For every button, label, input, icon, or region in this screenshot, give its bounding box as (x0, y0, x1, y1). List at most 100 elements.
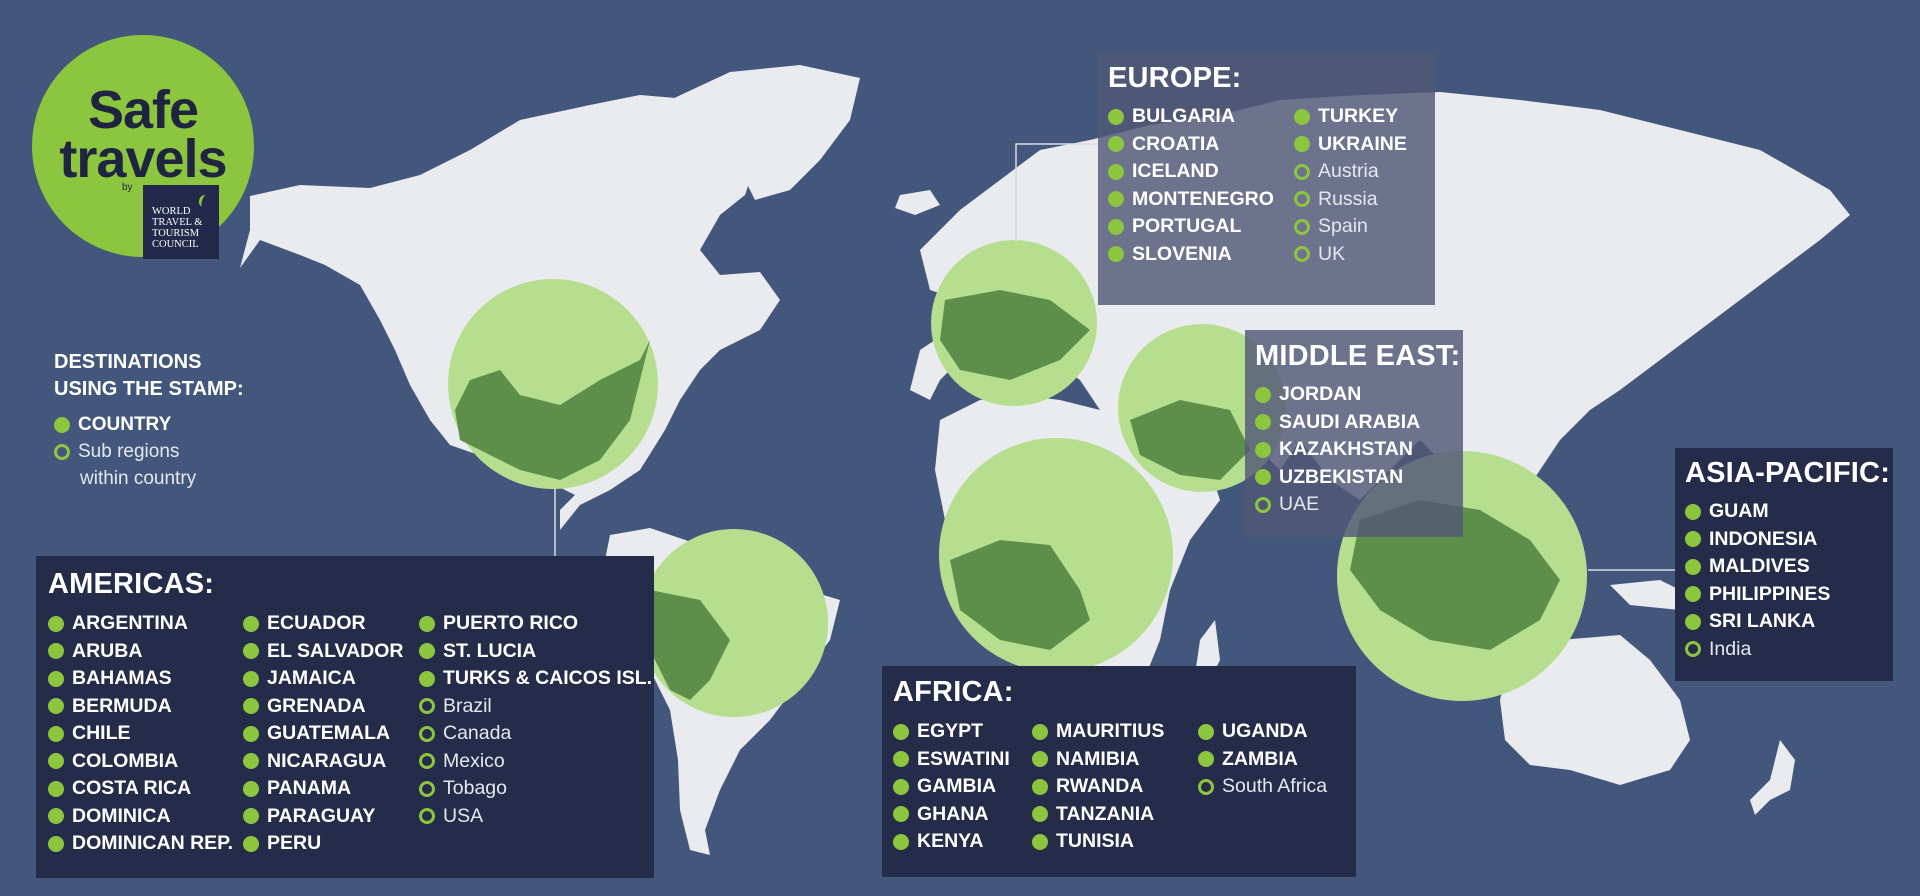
destination-label: ICELAND (1132, 160, 1219, 183)
subregion-item: Austria (1294, 158, 1407, 186)
panel-columns: JORDAN SAUDI ARABIA KAZAKHSTAN UZBEKISTAN UA… (1255, 381, 1463, 519)
country-item: GUATEMALA (243, 720, 419, 748)
filled-dot-icon (48, 835, 64, 852)
destination-label: ECUADOR (267, 612, 366, 635)
country-item: MAURITIUS (1032, 718, 1198, 746)
filled-dot-icon (1108, 218, 1124, 235)
subregion-item: India (1685, 636, 1830, 664)
hollow-dot-icon (1294, 246, 1310, 263)
destination-label: DOMINICAN REP. (72, 832, 234, 855)
panel-africa: AFRICA: EGYPT ESWATINI GAMBIA GHANA KENYA MAU… (882, 666, 1356, 877)
destination-label: Brazil (443, 694, 492, 717)
legend-country-label: COUNTRY (78, 413, 172, 435)
panel-middle-east: MIDDLE EAST: JORDAN SAUDI ARABIA KAZAKHSTA… (1245, 330, 1463, 537)
country-item: TUNISIA (1032, 828, 1198, 856)
hollow-dot-icon (419, 780, 435, 797)
filled-dot-icon (48, 753, 64, 770)
filled-dot-icon (243, 753, 259, 770)
destination-label: ESWATINI (917, 747, 1010, 770)
filled-dot-icon (419, 615, 435, 632)
country-item: DOMINICAN REP. (48, 830, 243, 858)
connector-lines (554, 143, 1676, 571)
filled-dot-icon (893, 723, 909, 740)
destination-label: USA (443, 804, 484, 827)
filled-dot-icon (48, 615, 64, 632)
destination-label: BAHAMAS (72, 667, 172, 690)
country-item: ECUADOR (243, 610, 419, 638)
destination-label: Russia (1318, 187, 1378, 210)
filled-dot-icon (1294, 136, 1310, 153)
panel-title: ASIA-PACIFIC: (1685, 457, 1891, 489)
destination-column: PUERTO RICO ST. LUCIA TURKS & CAICOS ISL. B… (419, 610, 652, 858)
destination-label: PUERTO RICO (443, 612, 579, 635)
destination-label: MAURITIUS (1056, 720, 1165, 743)
wttc-logo: WORLD TRAVEL & TOURISM COUNCIL (143, 185, 219, 259)
destination-label: TURKS & CAICOS ISL. (443, 667, 653, 690)
destination-column: GUAM INDONESIA MALDIVES PHILIPPINES SRI LANK… (1685, 498, 1830, 663)
filled-dot-icon (893, 778, 909, 795)
subregion-item: Canada (419, 720, 652, 748)
destination-label: PARAGUAY (267, 804, 376, 827)
panel-columns: GUAM INDONESIA MALDIVES PHILIPPINES SRI LANK… (1685, 498, 1893, 663)
country-item: UGANDA (1198, 718, 1327, 746)
filled-dot-icon (893, 751, 909, 768)
destination-column: TURKEY UKRAINE Austria Russia Spain UK (1294, 103, 1407, 268)
destination-label: SRI LANKA (1709, 610, 1816, 633)
country-item: TURKEY (1294, 103, 1407, 131)
land-japan (1630, 290, 1680, 365)
subregion-item: UAE (1255, 491, 1420, 519)
wttc-line-4: COUNCIL (152, 239, 199, 250)
destination-label: ZAMBIA (1222, 747, 1298, 770)
subregion-item: USA (419, 803, 652, 831)
filled-dot-icon (48, 725, 64, 742)
destination-column: JORDAN SAUDI ARABIA KAZAKHSTAN UZBEKISTAN UA… (1255, 381, 1420, 519)
destination-label: NICARAGUA (267, 749, 387, 772)
filled-dot-icon (243, 698, 259, 715)
country-item: UZBEKISTAN (1255, 464, 1420, 492)
destination-label: GAMBIA (917, 775, 997, 798)
destination-label: India (1709, 637, 1752, 660)
destination-label: PERU (267, 832, 322, 855)
destination-label: BERMUDA (72, 694, 172, 717)
destination-label: GUAM (1709, 500, 1769, 523)
country-item: KENYA (893, 828, 1032, 856)
panel-columns: EGYPT ESWATINI GAMBIA GHANA KENYA MAURITIUS NA… (893, 718, 1356, 856)
destination-label: ST. LUCIA (443, 639, 537, 662)
country-item: JAMAICA (243, 665, 419, 693)
country-item: ST. LUCIA (419, 638, 652, 666)
destination-label: South Africa (1222, 775, 1328, 798)
destination-label: UKRAINE (1318, 132, 1407, 155)
country-item: PANAMA (243, 775, 419, 803)
subregion-item: Russia (1294, 186, 1407, 214)
filled-dot-icon (243, 780, 259, 797)
country-item: CROATIA (1108, 131, 1294, 159)
land-iceland (895, 190, 940, 215)
filled-dot-icon (1685, 531, 1701, 548)
country-item: RWANDA (1032, 773, 1198, 801)
country-item: ARGENTINA (48, 610, 243, 638)
country-item: EL SALVADOR (243, 638, 419, 666)
country-item: GHANA (893, 801, 1032, 829)
filled-dot-icon (1685, 558, 1701, 575)
destination-label: KAZAKHSTAN (1279, 438, 1413, 461)
panel-columns: ARGENTINA ARUBA BAHAMAS BERMUDA CHILE COLOMBI… (48, 610, 654, 858)
destination-label: SAUDI ARABIA (1279, 410, 1421, 433)
panel-title: EUROPE: (1108, 62, 1242, 94)
destination-label: PANAMA (267, 777, 352, 800)
country-item: INDONESIA (1685, 526, 1830, 554)
country-item: MONTENEGRO (1108, 186, 1294, 214)
destination-label: MALDIVES (1709, 555, 1810, 578)
destination-label: BULGARIA (1132, 105, 1235, 128)
panel-asia-pacific: ASIA-PACIFIC: GUAM INDONESIA MALDIVES PHILI… (1675, 448, 1893, 681)
circle-africa (939, 438, 1173, 672)
destination-label: Tobago (443, 777, 507, 800)
panel-title: MIDDLE EAST: (1255, 340, 1461, 372)
filled-dot-icon (1108, 246, 1124, 263)
filled-dot-icon (419, 643, 435, 660)
destination-label: INDONESIA (1709, 527, 1818, 550)
filled-dot-icon (1032, 723, 1048, 740)
country-item: SLOVENIA (1108, 241, 1294, 269)
destination-label: RWANDA (1056, 775, 1144, 798)
destination-label: SLOVENIA (1132, 242, 1232, 265)
country-item: TURKS & CAICOS ISL. (419, 665, 652, 693)
